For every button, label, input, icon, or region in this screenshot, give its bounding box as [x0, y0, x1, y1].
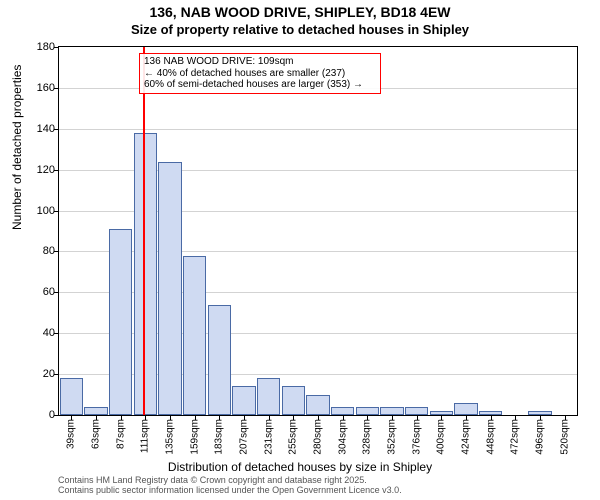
ytick-label: 160: [37, 82, 55, 94]
annotation-line-3: 60% of semi-detached houses are larger (…: [144, 79, 376, 91]
ytick-label: 80: [43, 245, 55, 257]
histogram-bar: [60, 378, 83, 415]
xtick-label: 352sqm: [387, 419, 398, 455]
histogram-bar: [331, 407, 354, 415]
ytick-label: 120: [37, 164, 55, 176]
chart-title: 136, NAB WOOD DRIVE, SHIPLEY, BD18 4EW: [0, 4, 600, 20]
xtick-label: 111sqm: [140, 419, 151, 453]
histogram-bar: [134, 133, 157, 415]
annotation-line-2: ← 40% of detached houses are smaller (23…: [144, 68, 376, 80]
marker-line: [143, 47, 145, 415]
xtick-label: 304sqm: [337, 419, 348, 455]
xtick-label: 424sqm: [461, 419, 472, 455]
xtick-label: 448sqm: [485, 419, 496, 455]
annotation-line-1: 136 NAB WOOD DRIVE: 109sqm: [144, 56, 376, 68]
histogram-bar: [84, 407, 107, 415]
xtick-label: 39sqm: [66, 419, 77, 449]
xtick-label: 63sqm: [91, 419, 102, 449]
xtick-label: 472sqm: [510, 419, 521, 455]
histogram-bar: [109, 229, 132, 415]
histogram-bar: [356, 407, 379, 415]
histogram-bar: [158, 162, 181, 416]
histogram-bar: [232, 386, 255, 415]
xtick-label: 207sqm: [239, 419, 250, 455]
footer-attribution: Contains HM Land Registry data © Crown c…: [58, 476, 402, 496]
xtick-label: 135sqm: [165, 419, 176, 455]
xtick-label: 183sqm: [214, 419, 225, 455]
histogram-bar: [208, 305, 231, 415]
histogram-bar: [183, 256, 206, 415]
chart-container: 136, NAB WOOD DRIVE, SHIPLEY, BD18 4EW S…: [0, 0, 600, 500]
histogram-bar: [405, 407, 428, 415]
ytick-label: 180: [37, 41, 55, 53]
chart-subtitle: Size of property relative to detached ho…: [0, 22, 600, 37]
ytick-label: 140: [37, 123, 55, 135]
xtick-label: 496sqm: [535, 419, 546, 455]
ytick-label: 60: [43, 286, 55, 298]
xtick-label: 255sqm: [288, 419, 299, 455]
xtick-label: 520sqm: [559, 419, 570, 455]
xtick-label: 328sqm: [362, 419, 373, 455]
ytick-label: 0: [49, 409, 55, 421]
plot-area: 02040608010012014016018039sqm63sqm87sqm1…: [58, 46, 578, 416]
xtick-label: 87sqm: [115, 419, 126, 449]
histogram-bar: [257, 378, 280, 415]
xtick-label: 159sqm: [189, 419, 200, 455]
y-axis-label: Number of detached properties: [10, 65, 24, 230]
gridline: [59, 129, 577, 130]
ytick-label: 100: [37, 205, 55, 217]
ytick-label: 20: [43, 368, 55, 380]
xtick-label: 376sqm: [411, 419, 422, 455]
histogram-bar: [282, 386, 305, 415]
xtick-label: 280sqm: [313, 419, 324, 455]
histogram-bar: [454, 403, 477, 415]
ytick-label: 40: [43, 327, 55, 339]
footer-line-2: Contains public sector information licen…: [58, 486, 402, 496]
histogram-bar: [380, 407, 403, 415]
histogram-bar: [306, 395, 329, 415]
xtick-label: 231sqm: [263, 419, 274, 455]
x-axis-label: Distribution of detached houses by size …: [0, 460, 600, 474]
xtick-label: 400sqm: [436, 419, 447, 455]
marker-annotation: 136 NAB WOOD DRIVE: 109sqm ← 40% of deta…: [139, 53, 381, 94]
